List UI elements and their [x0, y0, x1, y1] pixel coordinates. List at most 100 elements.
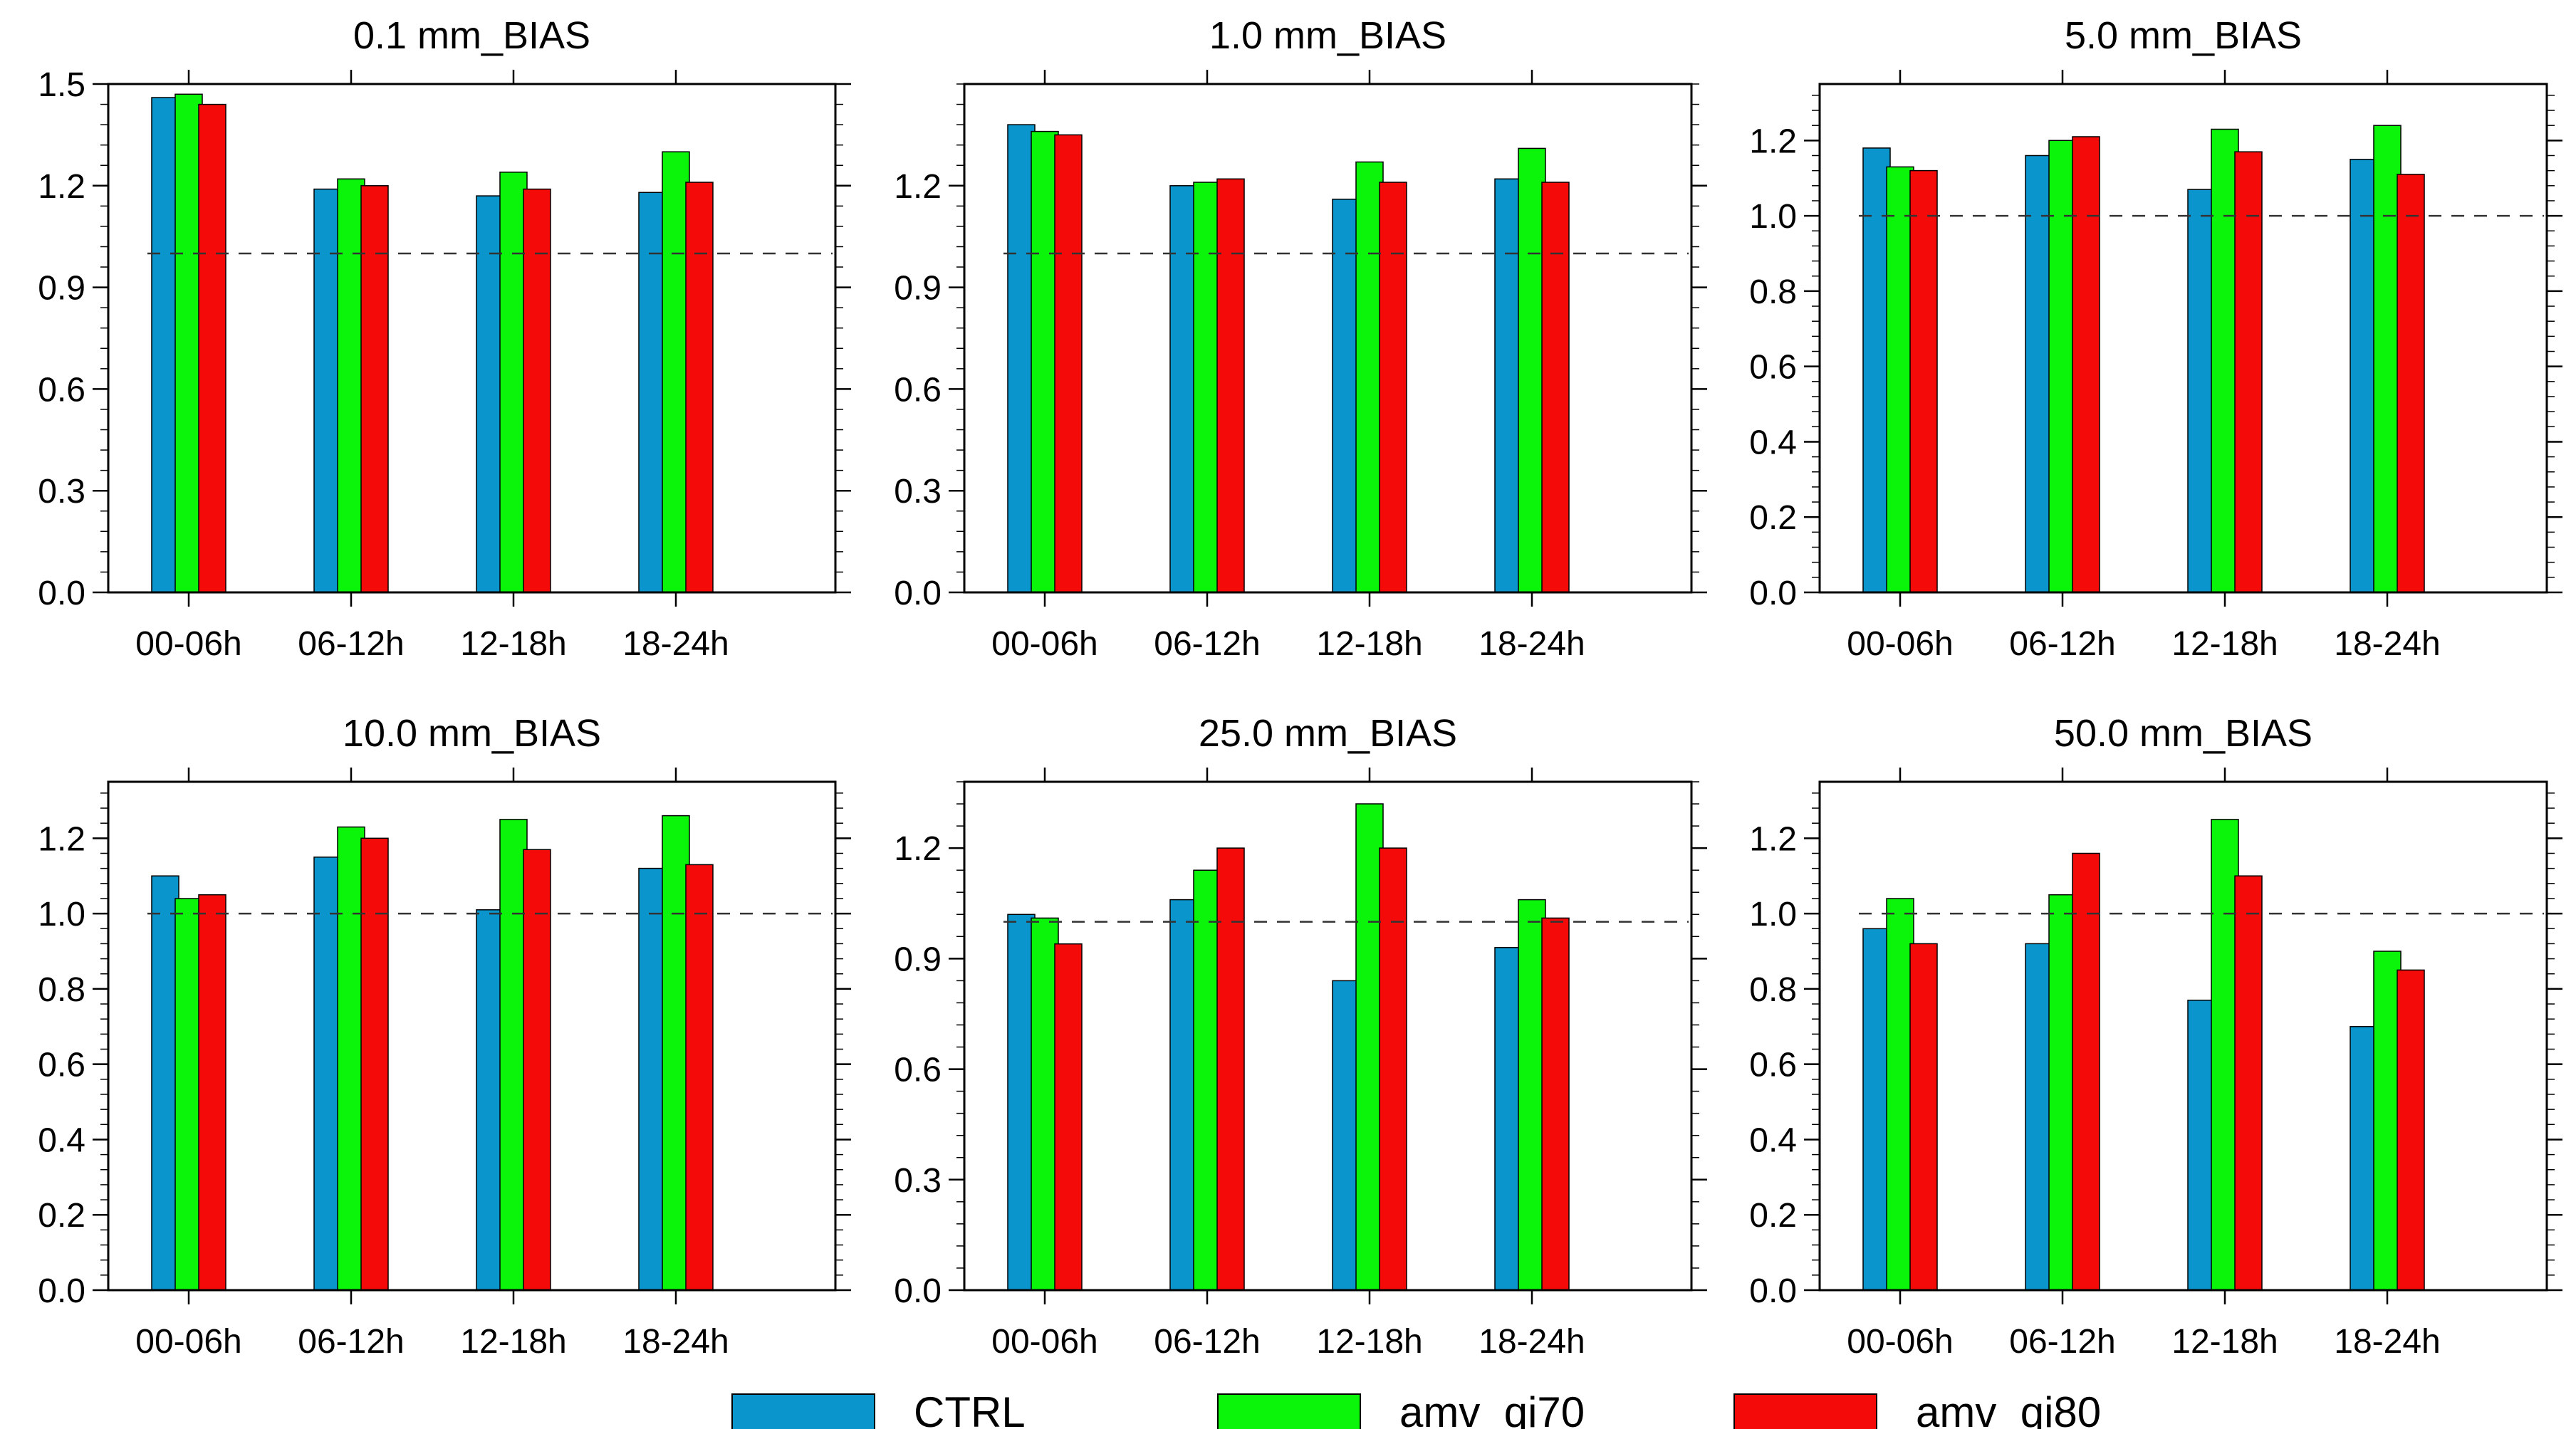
y-tick-label: 0.9 — [38, 270, 85, 308]
panel-title: 1.0 mm_BIAS — [1209, 14, 1446, 57]
x-tick-label: 18-24h — [622, 1323, 729, 1361]
bar-amv-qi80-18-24h — [2397, 174, 2425, 593]
bar-amv-qi80-06-12h — [360, 837, 389, 1291]
x-tick-label: 06-12h — [1154, 1323, 1260, 1361]
x-tick-label: 18-24h — [2334, 1323, 2440, 1361]
y-tick-label: 0.2 — [1749, 499, 1797, 537]
x-tick-label: 06-12h — [298, 1323, 404, 1361]
y-tick-label: 0.4 — [1749, 424, 1797, 461]
y-tick-label: 0.2 — [1749, 1197, 1797, 1235]
y-tick-label: 0.3 — [38, 473, 85, 511]
bar-amv-qi80-00-06h — [1909, 943, 1938, 1291]
bar-amv-qi80-00-06h — [198, 103, 226, 593]
bar-amv-qi70-18-24h — [2373, 951, 2402, 1291]
bar-amv-qi70-00-06h — [174, 93, 203, 593]
y-tick-label: 0.6 — [1749, 349, 1797, 387]
plot-frame — [107, 83, 837, 594]
bar-amv-qi70-06-12h — [1193, 182, 1221, 593]
bar-amv-qi70-12-18h — [2211, 128, 2239, 593]
y-tick-label: 0.6 — [38, 1047, 85, 1084]
bar-amv-qi80-18-24h — [1541, 182, 1570, 593]
y-tick-label: 1.0 — [38, 896, 85, 933]
bar-amv-qi80-00-06h — [1054, 943, 1083, 1291]
chart-panel-2: 1.0 mm_BIAS 0.0 0.3 0.6 0.9 1.2 00-06h 06-12h 12… — [894, 14, 1707, 663]
x-tick-label: 00-06h — [991, 1323, 1097, 1361]
chart-panel-6: 50.0 mm_BIAS 0.0 0.2 0.4 0.6 0.8 1.0 1.2 00-06h 0… — [1749, 712, 2562, 1361]
y-tick-label: 1.0 — [1749, 896, 1797, 933]
panel-title: 10.0 mm_BIAS — [343, 712, 601, 755]
plot-frame — [107, 780, 837, 1292]
bar-amv-qi80-18-24h — [685, 864, 714, 1291]
legend-label: CTRL — [914, 1388, 1026, 1429]
bar-CTRL-12-18h — [476, 909, 504, 1291]
chart-panel-3: 5.0 mm_BIAS 0.0 0.2 0.4 0.6 0.8 1.0 1.2 00-06h 06… — [1749, 14, 2562, 663]
y-tick-label: 0.6 — [38, 371, 85, 409]
y-tick-label: 0.6 — [894, 371, 942, 409]
bar-amv-qi70-00-06h — [174, 898, 203, 1291]
bar-amv-qi70-12-18h — [2211, 819, 2239, 1291]
bar-amv-qi80-00-06h — [1909, 169, 1938, 593]
panel-title: 50.0 mm_BIAS — [2054, 712, 2312, 755]
y-tick-label: 1.0 — [1749, 198, 1797, 236]
bar-amv-qi70-06-12h — [1193, 869, 1221, 1291]
x-tick-label: 00-06h — [135, 1323, 241, 1361]
bar-amv-qi80-12-18h — [2234, 151, 2263, 593]
chart-panel-1: 0.1 mm_BIAS 0.0 0.3 0.6 0.9 1.2 1.5 00-06h 06-12… — [38, 14, 851, 663]
bar-amv-qi80-12-18h — [1379, 847, 1407, 1291]
y-tick-label: 0.0 — [38, 575, 85, 612]
legend-item-amv-qi80: amv_qi80 — [1733, 1388, 2101, 1429]
legend-swatch — [731, 1393, 875, 1429]
bar-CTRL-06-12h — [313, 188, 342, 593]
y-tick-label: 1.2 — [1749, 122, 1797, 160]
legend: CTRL amv_qi70 amv_qi80 — [731, 1388, 2101, 1429]
x-tick-label: 00-06h — [135, 625, 241, 663]
bar-amv-qi70-12-18h — [1355, 161, 1384, 593]
legend-swatch — [1217, 1393, 1361, 1429]
y-tick-label: 1.2 — [38, 168, 85, 206]
bar-CTRL-12-18h — [2187, 189, 2216, 593]
y-tick-label: 0.8 — [38, 971, 85, 1009]
plot-frame — [1818, 780, 2548, 1292]
bar-amv-qi80-12-18h — [523, 849, 551, 1291]
legend-swatch — [1733, 1393, 1877, 1429]
bar-amv-qi80-18-24h — [1541, 917, 1570, 1291]
x-tick-label: 12-18h — [1316, 625, 1422, 663]
y-tick-label: 0.9 — [894, 941, 942, 978]
plot-frame — [1818, 83, 2548, 594]
chart-panels: 0.1 mm_BIAS 0.0 0.3 0.6 0.9 1.2 1.5 00-06h 06-12… — [38, 14, 2562, 1361]
y-tick-label: 0.8 — [1749, 273, 1797, 311]
y-tick-label: 0.0 — [38, 1272, 85, 1310]
panel-title: 0.1 mm_BIAS — [353, 14, 590, 57]
panel-title: 25.0 mm_BIAS — [1199, 712, 1457, 755]
bar-CTRL-00-06h — [1007, 124, 1036, 593]
x-tick-label: 12-18h — [1316, 1323, 1422, 1361]
chart-panel-5: 25.0 mm_BIAS 0.0 0.3 0.6 0.9 1.2 00-06h 06-12h 1… — [894, 712, 1707, 1361]
x-tick-label: 00-06h — [1847, 1323, 1953, 1361]
bar-amv-qi70-00-06h — [1886, 898, 1914, 1291]
y-tick-label: 0.0 — [894, 1272, 942, 1310]
x-tick-label: 06-12h — [298, 625, 404, 663]
bar-amv-qi70-18-24h — [662, 815, 690, 1291]
x-tick-label: 00-06h — [1847, 625, 1953, 663]
y-tick-label: 0.0 — [1749, 575, 1797, 612]
x-tick-label: 18-24h — [1479, 1323, 1585, 1361]
bar-amv-qi70-12-18h — [499, 819, 528, 1291]
y-tick-label: 0.6 — [1749, 1047, 1797, 1084]
bar-amv-qi80-12-18h — [1379, 182, 1407, 593]
y-tick-label: 0.4 — [1749, 1121, 1797, 1159]
bar-amv-qi80-18-24h — [685, 182, 714, 593]
bar-CTRL-00-06h — [151, 97, 179, 593]
y-tick-label: 0.0 — [894, 575, 942, 612]
bar-amv-qi70-12-18h — [499, 172, 528, 593]
bar-amv-qi80-12-18h — [523, 188, 551, 593]
bar-amv-qi80-12-18h — [2234, 875, 2263, 1291]
bar-amv-qi80-06-12h — [1216, 847, 1245, 1291]
bar-amv-qi80-06-12h — [360, 185, 389, 593]
y-tick-label: 0.6 — [894, 1052, 942, 1089]
x-tick-label: 12-18h — [2171, 1323, 2278, 1361]
x-tick-label: 12-18h — [460, 625, 566, 663]
plot-frame — [963, 780, 1693, 1292]
y-tick-label: 0.3 — [894, 473, 942, 511]
y-tick-label: 1.2 — [894, 830, 942, 868]
